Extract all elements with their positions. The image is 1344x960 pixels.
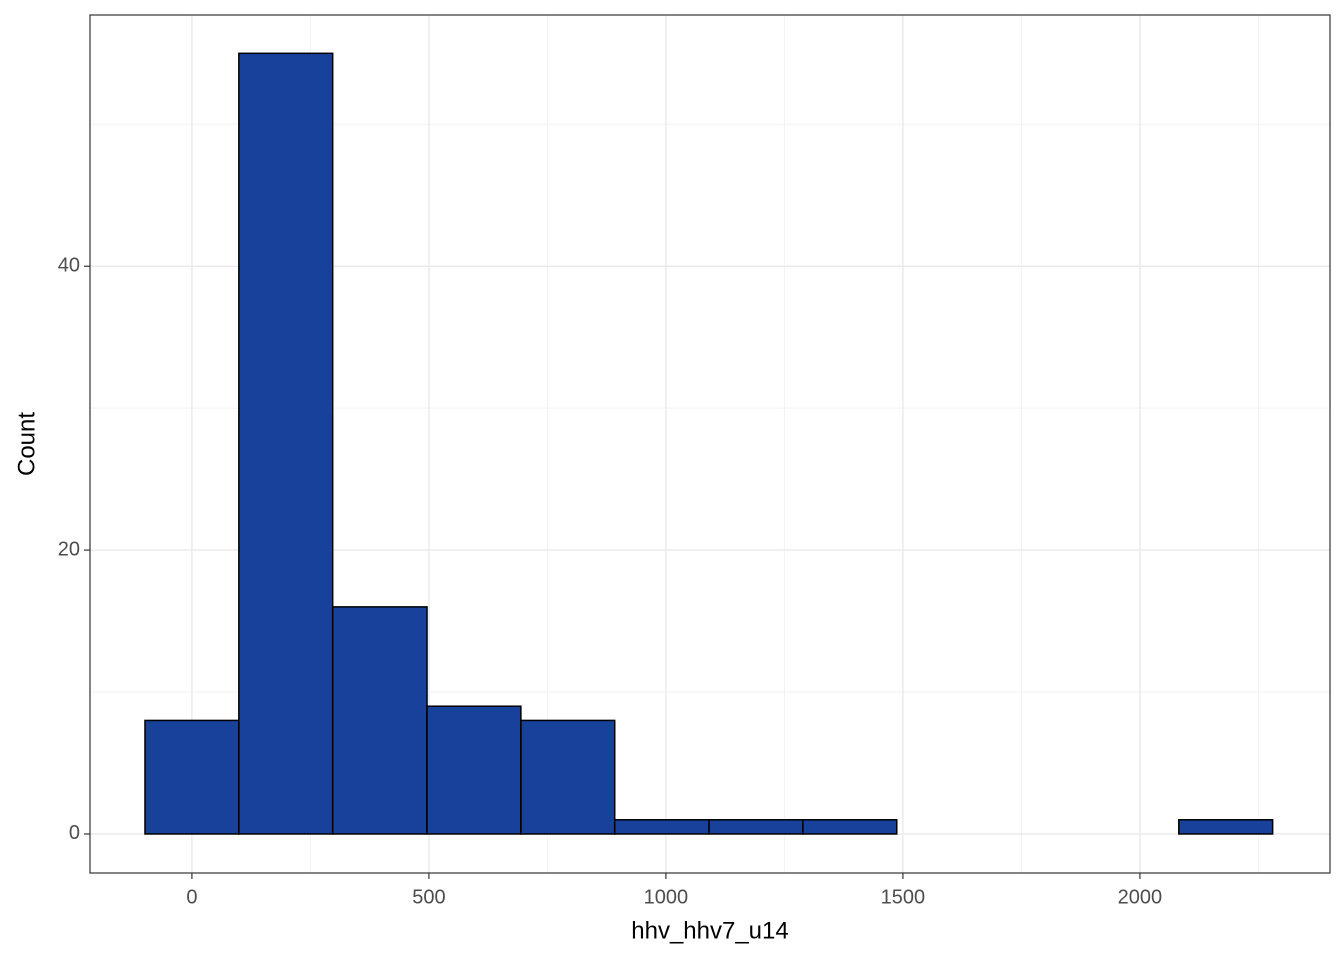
x-tick-label: 0 <box>186 886 197 908</box>
x-tick-label: 1000 <box>644 886 689 908</box>
x-tick-label: 500 <box>412 886 445 908</box>
bar <box>520 719 616 835</box>
bar <box>802 819 898 835</box>
bar <box>426 705 522 835</box>
y-axis-title: Count <box>13 412 40 476</box>
panel-border <box>89 14 1331 874</box>
y-tick-label: 0 <box>69 822 80 844</box>
x-axis-title: hhv_hhv7_u14 <box>631 917 788 944</box>
bar <box>613 819 710 835</box>
y-tick-label: 40 <box>58 255 80 277</box>
y-tick-label: 20 <box>58 538 80 560</box>
bar <box>331 606 428 835</box>
bar <box>238 52 334 835</box>
x-tick-label: 1500 <box>881 886 926 908</box>
bar <box>1178 819 1274 835</box>
bar <box>144 719 240 835</box>
bar <box>708 819 804 835</box>
x-tick-label: 2000 <box>1118 886 1163 908</box>
